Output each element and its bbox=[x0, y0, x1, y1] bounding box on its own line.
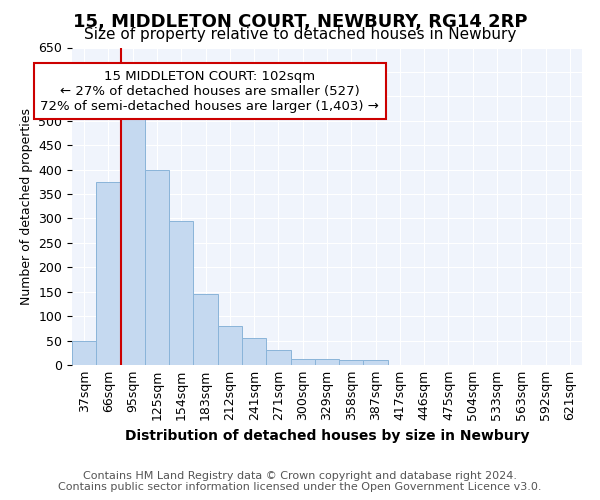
Bar bbox=[193, 294, 218, 365]
Bar bbox=[266, 350, 290, 365]
Text: Contains HM Land Registry data © Crown copyright and database right 2024.
Contai: Contains HM Land Registry data © Crown c… bbox=[58, 471, 542, 492]
Bar bbox=[145, 170, 169, 365]
X-axis label: Distribution of detached houses by size in Newbury: Distribution of detached houses by size … bbox=[125, 428, 529, 442]
Bar bbox=[315, 359, 339, 365]
Bar bbox=[169, 221, 193, 365]
Text: 15, MIDDLETON COURT, NEWBURY, RG14 2RP: 15, MIDDLETON COURT, NEWBURY, RG14 2RP bbox=[73, 12, 527, 30]
Bar bbox=[218, 326, 242, 365]
Bar bbox=[96, 182, 121, 365]
Bar bbox=[72, 340, 96, 365]
Text: Size of property relative to detached houses in Newbury: Size of property relative to detached ho… bbox=[84, 28, 516, 42]
Bar bbox=[290, 359, 315, 365]
Bar bbox=[339, 360, 364, 365]
Bar bbox=[364, 360, 388, 365]
Text: 15 MIDDLETON COURT: 102sqm
← 27% of detached houses are smaller (527)
72% of sem: 15 MIDDLETON COURT: 102sqm ← 27% of deta… bbox=[40, 70, 379, 112]
Bar bbox=[121, 114, 145, 365]
Y-axis label: Number of detached properties: Number of detached properties bbox=[20, 108, 33, 304]
Bar bbox=[242, 338, 266, 365]
